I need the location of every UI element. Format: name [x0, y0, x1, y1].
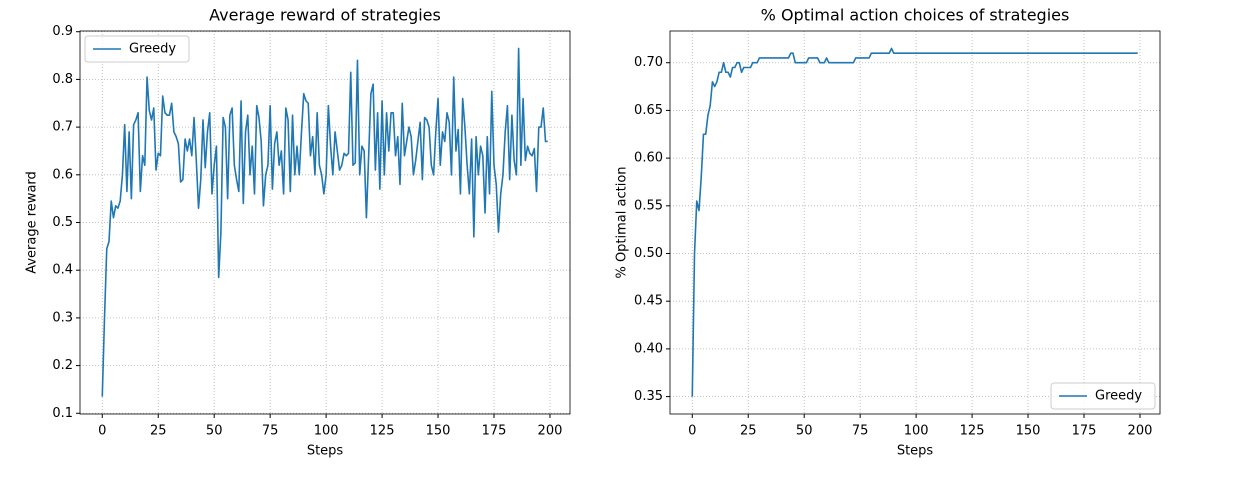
axes: 0 25 50 75 100 125 150 175 200 0.35 0.40 0.45 0.50 0.… [634, 31, 1160, 439]
legend: Greedy [1050, 382, 1156, 410]
x-tick-label: 75 [262, 424, 279, 439]
x-tick-label: 200 [1128, 424, 1153, 439]
legend-label: Greedy [1095, 389, 1142, 404]
y-axis-label: % Optimal action [615, 166, 630, 278]
y-tick-label: 0.70 [634, 55, 663, 70]
chart-title: % Optimal action choices of strategies [761, 6, 1070, 25]
y-tick-label: 0.40 [634, 341, 663, 356]
x-tick-label: 75 [852, 424, 869, 439]
x-tick-label: 25 [150, 424, 167, 439]
data-line [101, 47, 548, 397]
x-tick-label: 0 [688, 424, 696, 439]
y-tick-label: 0.7 [52, 120, 73, 135]
chart-title: Average reward of strategies [209, 6, 441, 25]
y-tick-label: 0.50 [634, 246, 663, 261]
legend: Greedy [84, 35, 190, 63]
x-tick-label: 150 [426, 424, 451, 439]
x-tick-label: 200 [538, 424, 563, 439]
x-tick-label: 175 [1072, 424, 1097, 439]
x-axis-label: Steps [897, 444, 934, 459]
y-tick-label: 0.65 [634, 103, 663, 118]
x-tick-label: 50 [796, 424, 813, 439]
x-tick-label: 100 [904, 424, 929, 439]
x-tick-label: 100 [314, 424, 339, 439]
axes: 0 25 50 75 100 125 150 175 200 0.1 0.2 0.3 0.4 0.5 0.6… [52, 24, 570, 439]
y-tick-label: 0.5 [52, 215, 73, 230]
y-tick-label: 0.1 [52, 406, 73, 421]
x-tick-label: 0 [98, 424, 106, 439]
x-axis-label: Steps [307, 444, 344, 459]
y-tick-label: 0.2 [52, 358, 73, 373]
x-tick-label: 175 [482, 424, 507, 439]
y-tick-label: 0.35 [634, 389, 663, 404]
x-tick-label: 50 [206, 424, 223, 439]
y-tick-label: 0.6 [52, 167, 73, 182]
legend-label: Greedy [129, 42, 176, 57]
axes-frame [669, 30, 1161, 415]
x-tick-label: 150 [1016, 424, 1041, 439]
legend-box [84, 35, 190, 63]
y-tick-label: 0.45 [634, 294, 663, 309]
y-axis-label: Average reward [25, 171, 40, 274]
legend-box [1050, 382, 1156, 410]
x-tick-label: 125 [960, 424, 985, 439]
y-tick-label: 0.9 [52, 24, 73, 39]
x-tick-label: 25 [740, 424, 757, 439]
y-tick-label: 0.4 [52, 263, 73, 278]
data-line [691, 47, 1138, 397]
y-tick-label: 0.60 [634, 151, 663, 166]
x-tick-label: 125 [370, 424, 395, 439]
y-tick-label: 0.3 [52, 310, 73, 325]
axes-frame [79, 30, 571, 415]
y-tick-label: 0.55 [634, 198, 663, 213]
y-tick-label: 0.8 [52, 72, 73, 87]
